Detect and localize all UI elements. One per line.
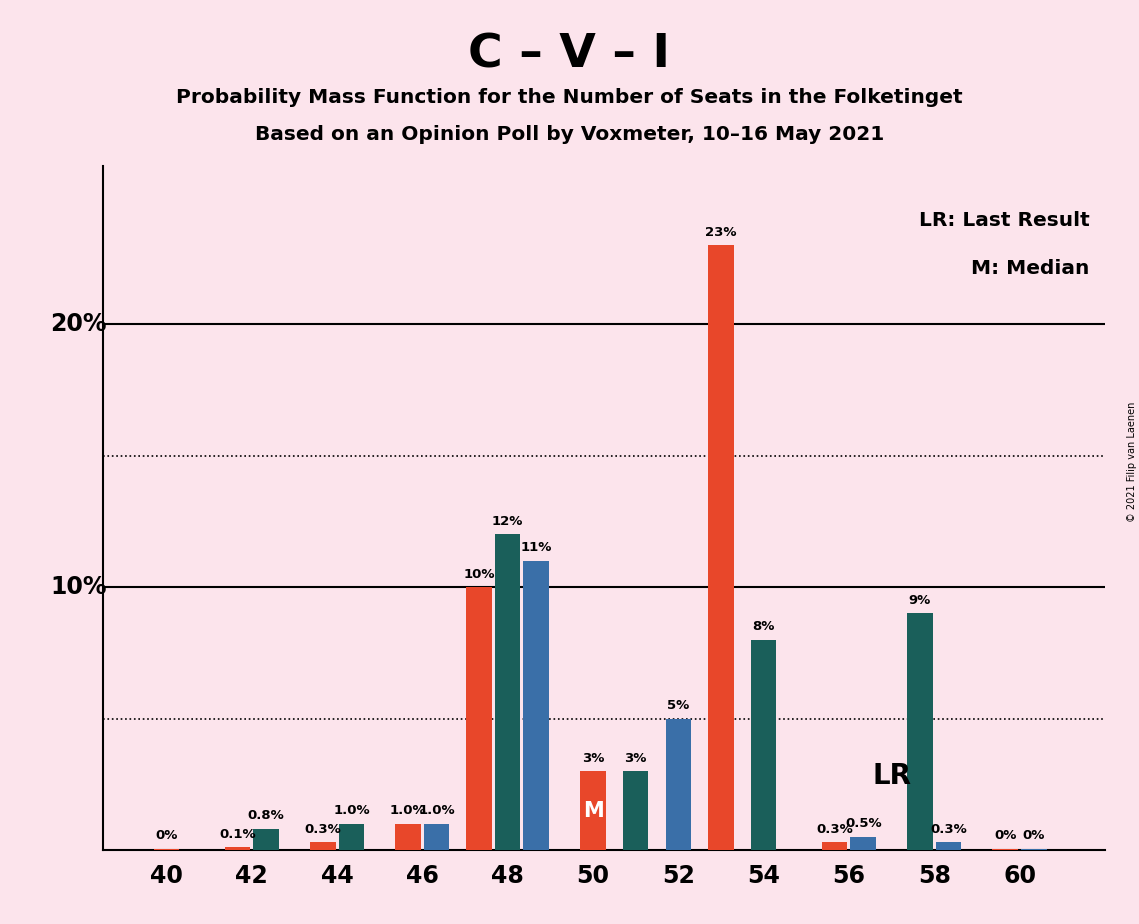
Text: 1.0%: 1.0% xyxy=(418,804,454,817)
Text: 12%: 12% xyxy=(492,515,524,528)
Text: 5%: 5% xyxy=(667,699,689,712)
Text: Probability Mass Function for the Number of Seats in the Folketinget: Probability Mass Function for the Number… xyxy=(177,88,962,107)
Bar xyxy=(665,719,691,850)
Text: 9%: 9% xyxy=(909,594,931,607)
Text: 0%: 0% xyxy=(1023,829,1044,842)
Text: 0.3%: 0.3% xyxy=(817,822,853,835)
Bar xyxy=(936,842,961,850)
Bar xyxy=(822,842,847,850)
Text: M: M xyxy=(583,800,604,821)
Text: 20%: 20% xyxy=(50,312,107,336)
Bar xyxy=(253,829,279,850)
Bar xyxy=(338,824,364,850)
Bar xyxy=(708,245,734,850)
Bar xyxy=(580,772,606,850)
Text: 10%: 10% xyxy=(464,567,494,580)
Text: 0%: 0% xyxy=(994,829,1016,842)
Bar xyxy=(466,587,492,850)
Text: 11%: 11% xyxy=(521,541,552,554)
Bar xyxy=(154,849,179,850)
Text: 0.8%: 0.8% xyxy=(247,809,285,822)
Text: 0.5%: 0.5% xyxy=(845,818,882,831)
Text: © 2021 Filip van Laenen: © 2021 Filip van Laenen xyxy=(1126,402,1137,522)
Text: 23%: 23% xyxy=(705,225,737,238)
Text: 10%: 10% xyxy=(50,575,107,599)
Text: 0.3%: 0.3% xyxy=(931,822,967,835)
Text: 0.3%: 0.3% xyxy=(304,822,342,835)
Text: LR: LR xyxy=(872,762,911,790)
Bar xyxy=(1021,849,1047,850)
Bar xyxy=(851,837,876,850)
Bar xyxy=(395,824,421,850)
Bar xyxy=(751,639,777,850)
Text: M: Median: M: Median xyxy=(972,259,1090,277)
Text: 1.0%: 1.0% xyxy=(333,804,370,817)
Bar xyxy=(623,772,648,850)
Bar xyxy=(224,847,251,850)
Bar xyxy=(524,561,549,850)
Text: Based on an Opinion Poll by Voxmeter, 10–16 May 2021: Based on an Opinion Poll by Voxmeter, 10… xyxy=(255,125,884,144)
Text: 3%: 3% xyxy=(624,751,647,765)
Bar xyxy=(424,824,450,850)
Bar xyxy=(310,842,336,850)
Text: LR: Last Result: LR: Last Result xyxy=(919,211,1090,230)
Text: 3%: 3% xyxy=(582,751,604,765)
Text: 8%: 8% xyxy=(753,620,775,633)
Bar xyxy=(992,849,1018,850)
Bar xyxy=(495,534,521,850)
Text: 0%: 0% xyxy=(155,829,178,842)
Text: C – V – I: C – V – I xyxy=(468,32,671,78)
Text: 0.1%: 0.1% xyxy=(219,828,256,841)
Text: 1.0%: 1.0% xyxy=(390,804,426,817)
Bar xyxy=(907,614,933,850)
